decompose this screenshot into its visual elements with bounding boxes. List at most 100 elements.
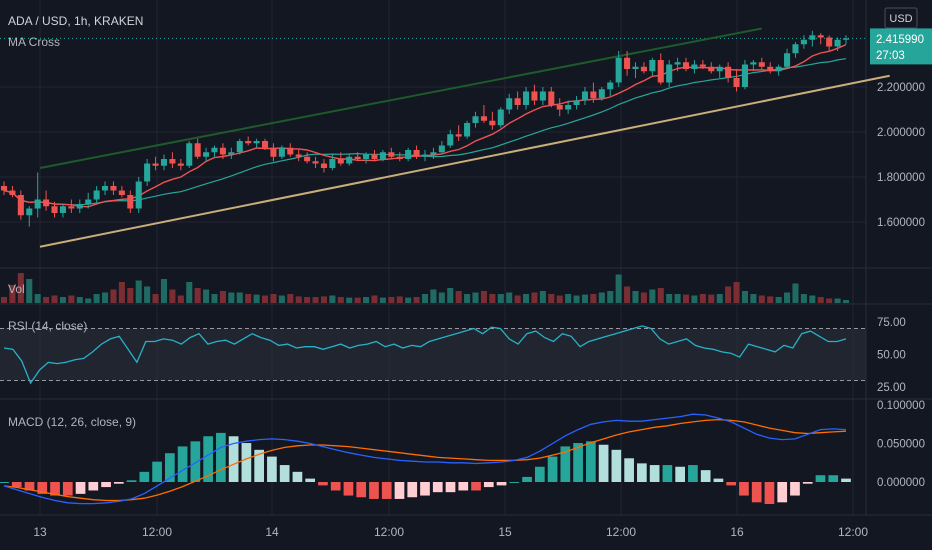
candle[interactable]	[413, 145, 420, 160]
candle[interactable]	[826, 35, 833, 51]
candle[interactable]	[169, 152, 176, 168]
volume-bar[interactable]	[396, 296, 403, 303]
macd-histogram-bar[interactable]	[88, 482, 99, 491]
candle[interactable]	[93, 186, 100, 204]
candle[interactable]	[758, 57, 765, 69]
candle[interactable]	[177, 159, 184, 171]
candle[interactable]	[590, 82, 597, 103]
macd-panel[interactable]	[0, 413, 851, 505]
macd-histogram-bar[interactable]	[573, 443, 583, 482]
macd-histogram-bar[interactable]	[152, 461, 162, 482]
macd-histogram-bar[interactable]	[445, 482, 456, 493]
volume-bar[interactable]	[725, 286, 732, 304]
macd-histogram-bar[interactable]	[471, 482, 481, 491]
macd-histogram-bar[interactable]	[586, 441, 596, 482]
macd-histogram-bar[interactable]	[432, 482, 443, 493]
candle[interactable]	[750, 60, 757, 72]
rsi-panel[interactable]	[0, 325, 866, 385]
volume-bar[interactable]	[371, 295, 378, 304]
candle[interactable]	[565, 100, 572, 115]
volume-bar[interactable]	[379, 297, 386, 303]
macd-histogram-bar[interactable]	[739, 482, 749, 496]
macd-histogram-bar[interactable]	[318, 482, 328, 486]
macd-histogram-bar[interactable]	[241, 443, 252, 482]
volume-bar[interactable]	[792, 283, 799, 304]
volume-bar[interactable]	[26, 279, 33, 303]
candle[interactable]	[489, 111, 496, 130]
macd-histogram-bar[interactable]	[675, 466, 685, 482]
macd-histogram-bar[interactable]	[407, 482, 418, 498]
volume-bar[interactable]	[472, 292, 479, 304]
volume-bar[interactable]	[548, 294, 555, 303]
macd-histogram-bar[interactable]	[649, 465, 660, 482]
volume-bar[interactable]	[640, 292, 647, 304]
macd-histogram-bar[interactable]	[637, 463, 647, 482]
macd-histogram-bar[interactable]	[203, 436, 213, 482]
macd-histogram-bar[interactable]	[216, 432, 226, 482]
macd-histogram-bar[interactable]	[190, 441, 201, 482]
macd-histogram-bar[interactable]	[420, 482, 430, 496]
candle[interactable]	[76, 199, 83, 214]
candle[interactable]	[834, 37, 841, 52]
candle[interactable]	[674, 57, 681, 72]
candle[interactable]	[792, 42, 799, 58]
volume-bar[interactable]	[329, 295, 336, 304]
candle[interactable]	[337, 152, 344, 166]
volume-bar[interactable]	[489, 294, 496, 303]
volume-bar[interactable]	[337, 297, 344, 303]
volume-bar[interactable]	[800, 294, 807, 303]
candle[interactable]	[43, 190, 50, 211]
volume-bar[interactable]	[68, 295, 75, 304]
candle[interactable]	[379, 150, 386, 162]
candle[interactable]	[363, 152, 370, 164]
volume-bar[interactable]	[826, 298, 833, 304]
macd-histogram-bar[interactable]	[777, 482, 788, 503]
macd-histogram-bar[interactable]	[483, 482, 494, 488]
volume-bar[interactable]	[253, 294, 260, 303]
volume-bar[interactable]	[421, 294, 429, 303]
candle[interactable]	[514, 91, 521, 110]
macd-histogram-bar[interactable]	[267, 456, 277, 482]
candle[interactable]	[556, 98, 563, 117]
volume-bar[interactable]	[539, 291, 546, 303]
volume-bar[interactable]	[514, 295, 521, 304]
volume-bar[interactable]	[624, 286, 631, 304]
candle[interactable]	[548, 87, 555, 108]
volume-bar[interactable]	[556, 295, 563, 304]
volume-bar[interactable]	[691, 295, 698, 304]
volume-bar[interactable]	[110, 289, 117, 304]
macd-label[interactable]: MACD (12, 26, close, 9)	[8, 415, 136, 429]
candle[interactable]	[573, 96, 580, 110]
volume-bar[interactable]	[767, 296, 774, 303]
macd-histogram-bar[interactable]	[24, 482, 35, 491]
rsi-line[interactable]	[3, 325, 847, 385]
volume-bar[interactable]	[733, 282, 740, 303]
candle[interactable]	[203, 147, 210, 162]
volume-bar[interactable]	[758, 295, 765, 304]
candle[interactable]	[581, 87, 589, 105]
macd-histogram-bar[interactable]	[522, 476, 532, 482]
volume-bar[interactable]	[203, 289, 210, 304]
macd-histogram-bar[interactable]	[726, 482, 737, 486]
candle[interactable]	[253, 138, 260, 148]
candle[interactable]	[236, 138, 243, 155]
macd-histogram-bar[interactable]	[139, 471, 150, 482]
volume-bar[interactable]	[581, 294, 589, 303]
volume-bar[interactable]	[127, 288, 134, 303]
candle[interactable]	[716, 64, 723, 79]
volume-bar[interactable]	[413, 297, 420, 303]
volume-bar[interactable]	[741, 291, 748, 303]
volume-bar[interactable]	[228, 292, 235, 304]
volume-bar[interactable]	[278, 295, 285, 304]
candle[interactable]	[598, 87, 605, 101]
volume-bar[interactable]	[287, 294, 294, 303]
candle[interactable]	[270, 143, 277, 162]
candle[interactable]	[261, 138, 269, 150]
volume-bar[interactable]	[17, 273, 24, 303]
candle[interactable]	[708, 62, 715, 74]
candle[interactable]	[531, 84, 538, 105]
candle[interactable]	[278, 145, 285, 160]
macd-histogram-bar[interactable]	[624, 458, 634, 482]
macd-line[interactable]	[3, 413, 847, 505]
